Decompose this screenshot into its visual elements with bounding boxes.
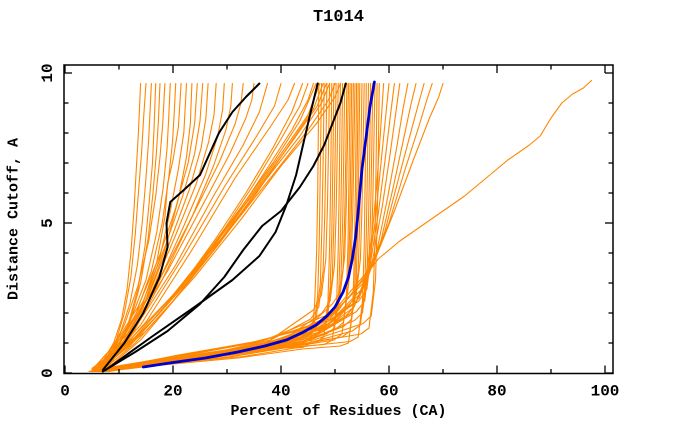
highlight-series bbox=[141, 80, 376, 369]
highlight-curve bbox=[141, 80, 376, 369]
reference-curve bbox=[104, 82, 319, 371]
models-curve bbox=[102, 82, 161, 373]
x-tick-label: 80 bbox=[487, 382, 506, 400]
y-tick-label: 10 bbox=[39, 63, 57, 82]
x-axis-label: Percent of Residues (CA) bbox=[230, 403, 447, 420]
x-tick-label: 100 bbox=[591, 382, 620, 400]
models-curve bbox=[96, 82, 433, 371]
axis-ticks bbox=[64, 65, 613, 374]
plot-frame bbox=[63, 64, 614, 375]
y-tick-label: 0 bbox=[39, 368, 57, 378]
models-curve bbox=[94, 82, 171, 373]
x-tick-label: 0 bbox=[60, 382, 70, 400]
models-curve bbox=[102, 82, 444, 371]
models-curve bbox=[91, 82, 244, 371]
reference-curve bbox=[101, 82, 261, 371]
models-curve bbox=[102, 82, 321, 371]
models-curve bbox=[94, 82, 255, 371]
tick-labels: 0 20 40 60 80 100 0 5 10 bbox=[39, 63, 619, 400]
models-curve bbox=[91, 82, 327, 370]
models-curve bbox=[107, 82, 367, 373]
models-curve bbox=[107, 79, 593, 371]
models-curve bbox=[99, 82, 157, 373]
models-curve bbox=[94, 82, 331, 370]
y-axis-label: Distance Cutoff, A bbox=[5, 137, 23, 301]
x-tick-label: 20 bbox=[163, 382, 182, 400]
models-curve bbox=[99, 82, 341, 370]
x-tick-label: 40 bbox=[271, 382, 290, 400]
reference-curve bbox=[101, 82, 347, 373]
x-tick-label: 60 bbox=[379, 382, 398, 400]
models-curve bbox=[99, 82, 282, 371]
reference-series bbox=[101, 82, 347, 373]
chart-title: T1014 bbox=[312, 8, 364, 27]
models-curve bbox=[96, 82, 209, 371]
models-curve bbox=[94, 82, 401, 373]
y-tick-label: 5 bbox=[39, 218, 57, 228]
models-curve bbox=[102, 82, 358, 373]
models-curve bbox=[96, 82, 336, 370]
models-curve bbox=[102, 82, 296, 371]
models-curve bbox=[88, 82, 376, 373]
models-curve bbox=[96, 82, 269, 371]
